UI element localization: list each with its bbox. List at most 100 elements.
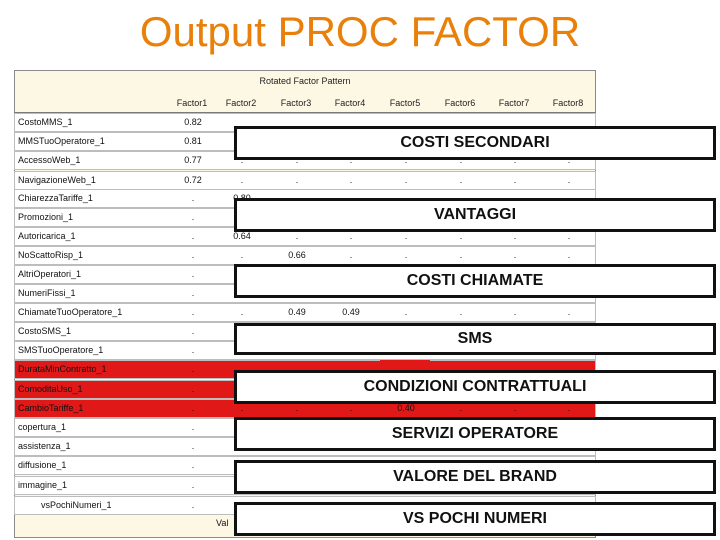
row-label: AltriOperatori_1	[18, 269, 82, 279]
loading-cell: .	[191, 441, 195, 451]
loading-cell: .	[191, 403, 195, 413]
row-label: AccessoWeb_1	[18, 155, 81, 165]
loading-cell: .	[404, 250, 408, 260]
row-label: SMSTuoOperatore_1	[18, 345, 104, 355]
row-label: assistenza_1	[18, 441, 71, 451]
loading-cell: .	[404, 175, 408, 185]
banner-vs-pochi-numeri: VS POCHI NUMERI	[234, 502, 716, 536]
loading-cell: 0.40	[397, 403, 415, 413]
loading-cell: .	[295, 231, 299, 241]
loading-cell: .	[459, 231, 463, 241]
loading-cell: .	[191, 288, 195, 298]
loading-cell: .	[404, 307, 408, 317]
loading-cell: .	[191, 326, 195, 336]
loading-cell: 0.77	[184, 155, 202, 165]
row-label: ChiarezzaTariffe_1	[18, 193, 93, 203]
loading-cell: 0.49	[288, 307, 306, 317]
loading-cell: .	[191, 345, 195, 355]
loading-cell: .	[191, 307, 195, 317]
loading-cell: .	[513, 307, 517, 317]
loading-cell: 0.72	[184, 175, 202, 185]
loading-cell: .	[240, 175, 244, 185]
loading-cell: 0.82	[184, 117, 202, 127]
loading-cell: .	[567, 231, 571, 241]
loading-cell: .	[295, 175, 299, 185]
row-label: NoScattoRisp_1	[18, 250, 84, 260]
loading-cell: .	[349, 155, 353, 165]
loading-cell: .	[349, 250, 353, 260]
loading-cell: .	[404, 155, 408, 165]
loading-cell: .	[567, 307, 571, 317]
banner-costi-secondari: COSTI SECONDARI	[234, 126, 716, 160]
row-label: copertura_1	[18, 422, 67, 432]
header-divider	[14, 112, 596, 113]
table-row: NavigazioneWeb_1 0.72.......	[14, 171, 596, 190]
loading-cell: .	[240, 250, 244, 260]
row-label: Autoricarica_1	[18, 231, 76, 241]
banner-vantaggi: VANTAGGI	[234, 198, 716, 232]
loading-cell: .	[191, 193, 195, 203]
loading-cell: .	[567, 403, 571, 413]
factor-header: Factor1	[176, 98, 208, 108]
table-title: Rotated Factor Pattern	[259, 76, 351, 86]
loading-cell: .	[459, 307, 463, 317]
slide-title: Output PROC FACTOR	[139, 8, 581, 55]
row-label: immagine_1	[18, 480, 68, 490]
loading-cell: .	[191, 231, 195, 241]
loading-cell: .	[513, 231, 517, 241]
loading-cell: .	[349, 231, 353, 241]
loading-cell: .	[513, 175, 517, 185]
row-label: ComoditaUso_1	[18, 384, 83, 394]
row-label: CostoSMS_1	[18, 326, 72, 336]
loading-cell: .	[459, 155, 463, 165]
loading-cell: 0.49	[342, 307, 360, 317]
factor-header: Factor3	[280, 98, 312, 108]
loading-cell: .	[459, 175, 463, 185]
loading-cell: .	[295, 155, 299, 165]
loading-cell: .	[191, 384, 195, 394]
table-row: NoScattoRisp_1.. 0.66.....	[14, 246, 596, 265]
row-label: vsPochiNumeri_1	[41, 500, 112, 510]
loading-cell: 0.66	[288, 250, 306, 260]
loading-cell: .	[567, 250, 571, 260]
row-label: ChiamateTuoOperatore_1	[18, 307, 123, 317]
loading-cell: .	[295, 403, 299, 413]
loading-cell: .	[191, 460, 195, 470]
loading-cell: .	[567, 155, 571, 165]
row-label: CostoMMS_1	[18, 117, 73, 127]
loading-cell: .	[404, 231, 408, 241]
banner-servizi-operatore: SERVIZI OPERATORE	[234, 417, 716, 451]
loading-cell: .	[191, 500, 195, 510]
bottom-text-fragment: Val	[216, 518, 229, 528]
loading-cell: .	[191, 269, 195, 279]
banner-sms: SMS	[234, 323, 716, 355]
factor-header: Factor8	[552, 98, 584, 108]
factor-header: Factor7	[498, 98, 530, 108]
loading-cell: .	[191, 480, 195, 490]
loading-cell: .	[240, 155, 244, 165]
row-label: CambioTariffe_1	[18, 403, 84, 413]
factor-header: Factor4	[334, 98, 366, 108]
factor-header: Factor6	[444, 98, 476, 108]
row-label: NavigazioneWeb_1	[18, 175, 96, 185]
loading-cell: .	[567, 175, 571, 185]
loading-cell: 0.64	[233, 231, 251, 241]
row-label: MMSTuoOperatore_1	[18, 136, 105, 146]
row-label: Promozioni_1	[18, 212, 74, 222]
loading-cell: .	[191, 364, 195, 374]
loading-cell: .	[349, 175, 353, 185]
factor-header: Factor5	[389, 98, 421, 108]
row-label: diffusione_1	[18, 460, 67, 470]
loading-cell: 0.81	[184, 136, 202, 146]
table-row: ChiamateTuoOperatore_1.. 0.49 0.49....	[14, 303, 596, 322]
loading-cell: .	[191, 212, 195, 222]
loading-cell: .	[191, 422, 195, 432]
loading-cell: .	[513, 250, 517, 260]
row-label: DurataMinContratto_1	[18, 364, 107, 374]
banner-costi-chiamate: COSTI CHIAMATE	[234, 264, 716, 298]
loading-cell: .	[459, 250, 463, 260]
loading-cell: .	[240, 403, 244, 413]
loading-cell: .	[240, 307, 244, 317]
loading-cell: .	[513, 155, 517, 165]
loading-cell: .	[459, 403, 463, 413]
